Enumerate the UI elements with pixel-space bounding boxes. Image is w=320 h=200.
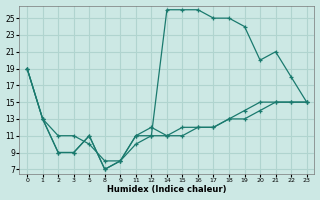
X-axis label: Humidex (Indice chaleur): Humidex (Indice chaleur): [107, 185, 227, 194]
